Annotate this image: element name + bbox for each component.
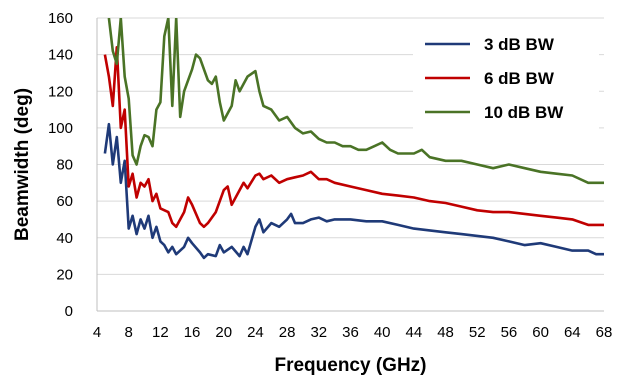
y-tick-label: 120 [48, 83, 73, 100]
x-tick-label: 44 [406, 324, 423, 341]
legend-label: 10 dB BW [484, 103, 564, 122]
y-tick-labels: 0 20 40 60 80 100 120 140 160 [48, 10, 73, 320]
x-tick-label: 64 [564, 324, 581, 341]
y-tick-label: 160 [48, 10, 73, 27]
series-lines [103, 18, 604, 260]
x-tick-label: 12 [152, 324, 169, 341]
x-tick-label: 60 [532, 324, 549, 341]
x-tick-label: 8 [125, 324, 133, 341]
y-tick-label: 60 [56, 193, 73, 210]
y-tick-label: 100 [48, 120, 73, 137]
legend-label: 3 dB BW [484, 35, 555, 54]
y-tick-label: 40 [56, 230, 73, 247]
x-tick-label: 56 [501, 324, 518, 341]
y-axis-title: Beamwidth (deg) [12, 88, 33, 241]
x-tick-label: 36 [342, 324, 359, 341]
x-tick-label: 4 [93, 324, 101, 341]
x-tick-label: 28 [279, 324, 296, 341]
y-tick-label: 80 [56, 157, 73, 174]
y-tick-label: 140 [48, 47, 73, 64]
x-tick-label: 52 [469, 324, 486, 341]
x-tick-label: 24 [247, 324, 264, 341]
x-axis-title: Frequency (GHz) [274, 355, 426, 376]
axes [96, 18, 604, 312]
gridlines [97, 17, 604, 275]
x-tick-label: 20 [215, 324, 232, 341]
x-tick-labels: 4 8 12 16 20 24 28 32 36 40 44 48 52 56 60 64 68 [93, 324, 613, 341]
y-tick-label: 20 [56, 266, 73, 283]
series-line-3-db-bw [103, 122, 604, 260]
y-tick-label: 0 [65, 303, 73, 320]
x-tick-label: 32 [310, 324, 327, 341]
x-tick-label: 68 [596, 324, 613, 341]
series-line-10-db-bw [107, 18, 604, 185]
x-tick-label: 48 [437, 324, 454, 341]
legend-label: 6 dB BW [484, 69, 555, 88]
series-line-6-db-bw [103, 46, 604, 229]
x-tick-label: 16 [184, 324, 201, 341]
x-tick-label: 40 [374, 324, 391, 341]
legend: 3 dB BW 6 dB BW 10 dB BW [413, 23, 599, 135]
